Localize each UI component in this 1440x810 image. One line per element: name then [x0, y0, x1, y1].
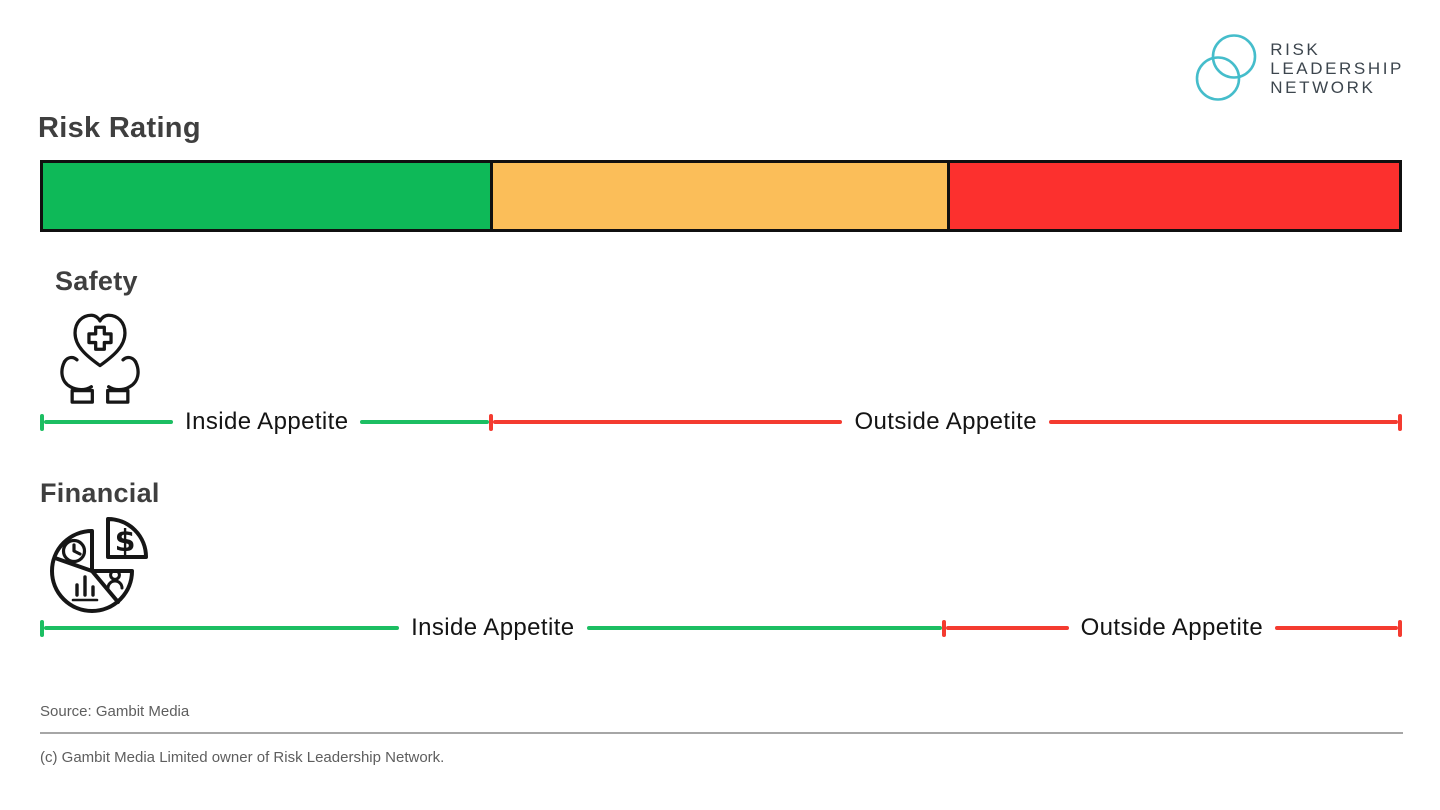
section-title-financial: Financial	[40, 478, 160, 508]
scale-start-tick	[40, 413, 44, 431]
source-note: Source: Gambit Media	[40, 703, 190, 720]
inside-appetite-line	[44, 626, 400, 630]
safety-outside-segment: Outside Appetite	[493, 408, 1403, 436]
outside-appetite-line	[1275, 626, 1399, 630]
rating-segment-green	[43, 163, 491, 229]
logo-text-line: NETWORK	[1270, 77, 1376, 97]
heart-in-hands-icon	[52, 302, 148, 415]
section-title-safety: Safety	[55, 266, 138, 296]
page-title: Risk Rating	[38, 112, 201, 144]
finance-pie-chart-icon: $	[46, 515, 150, 620]
dollar-glyph: $	[115, 524, 136, 559]
brand-logo: RISK LEADERSHIP NETWORK	[1193, 33, 1404, 103]
logo-wordmark: RISK LEADERSHIP NETWORK	[1270, 40, 1404, 97]
scale-start-tick	[40, 619, 44, 637]
safety-appetite-scale: Inside Appetite Outside Appetite	[40, 407, 1403, 437]
footer-divider	[40, 732, 1403, 734]
outside-appetite-label: Outside Appetite	[1080, 614, 1264, 641]
copyright-note: (c) Gambit Media Limited owner of Risk L…	[40, 749, 445, 766]
inside-appetite-line	[44, 420, 173, 424]
scale-end-tick	[1398, 619, 1403, 637]
financial-inside-segment: Inside Appetite	[40, 614, 942, 642]
inside-appetite-line	[360, 420, 490, 424]
logo-text-line: RISK	[1270, 39, 1321, 59]
inside-appetite-line	[586, 626, 942, 630]
financial-outside-segment: Outside Appetite	[945, 614, 1403, 642]
appetite-boundary-tick	[941, 619, 946, 637]
outside-appetite-line	[493, 420, 843, 424]
appetite-boundary-tick	[489, 413, 494, 431]
logo-overlapping-circles-icon	[1195, 34, 1257, 101]
inside-appetite-label: Inside Appetite	[185, 408, 349, 435]
rating-segment-red	[947, 163, 1399, 229]
safety-inside-segment: Inside Appetite	[40, 408, 490, 436]
outside-appetite-label: Outside Appetite	[854, 408, 1037, 435]
risk-rating-bar	[40, 160, 1402, 232]
rating-segment-amber	[490, 163, 948, 229]
logo-text-line: LEADERSHIP	[1270, 58, 1404, 78]
financial-appetite-scale: Inside Appetite Outside Appetite	[40, 613, 1403, 643]
inside-appetite-label: Inside Appetite	[411, 614, 575, 641]
outside-appetite-line	[1049, 420, 1399, 424]
scale-end-tick	[1398, 413, 1403, 431]
outside-appetite-line	[945, 626, 1069, 630]
